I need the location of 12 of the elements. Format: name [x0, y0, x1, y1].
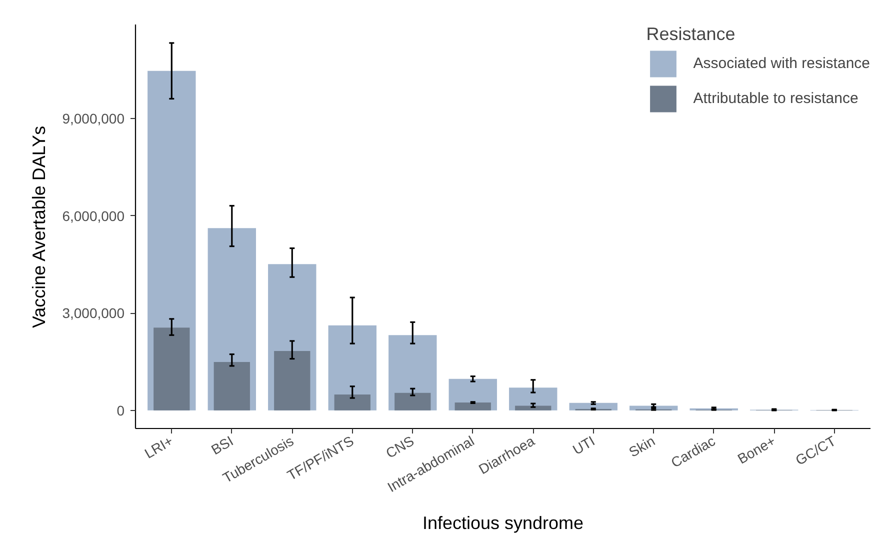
legend-label: Attributable to resistance: [693, 89, 858, 109]
y-tick-label: 0: [116, 402, 125, 418]
y-tick-label: 9,000,000: [62, 110, 125, 127]
y-tick-label: 3,000,000: [62, 305, 125, 322]
y-axis-title: Vaccine Avertable DALYs: [29, 126, 50, 328]
x-tick-label: UTI: [570, 432, 598, 458]
y-tick-label: 6,000,000: [62, 208, 125, 224]
x-tick-label: LRI+: [142, 432, 176, 462]
legend-title: Resistance: [646, 24, 736, 45]
x-tick-label: Skin: [626, 432, 658, 460]
legend-label: Associated with resistance: [693, 54, 870, 74]
x-axis-title: Infectious syndrome: [422, 512, 584, 533]
